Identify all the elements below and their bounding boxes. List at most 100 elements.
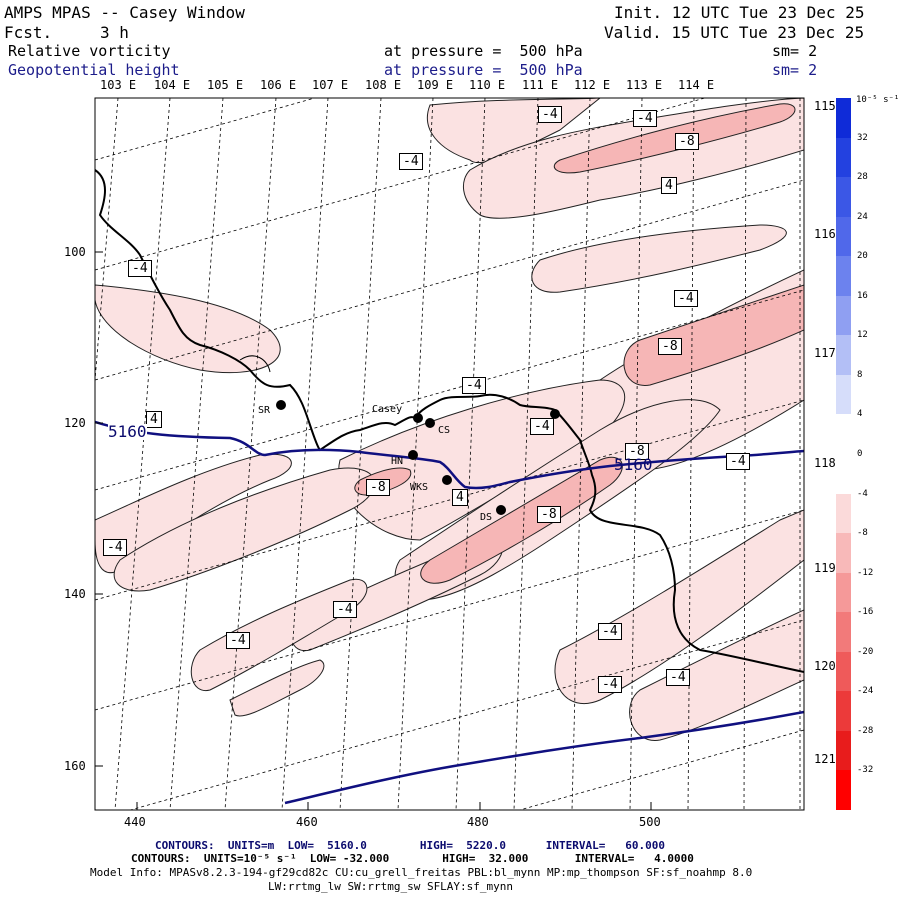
height-label: 5160 [614, 455, 653, 474]
station-label: SR [258, 405, 271, 416]
lon-label-top: 107 E [312, 78, 349, 92]
vorticity-label: -4 [666, 669, 690, 686]
colorbar-units: 10⁻⁵ s⁻¹ [856, 95, 900, 105]
vorticity-label: -4 [633, 110, 657, 127]
colorbar-tick-label: 28 [857, 172, 868, 183]
vorticity-label: -8 [366, 479, 390, 496]
colorbar-tick-label: -8 [857, 528, 868, 539]
vorticity-label: -4 [103, 539, 127, 556]
lon-label-top: 109 E [417, 78, 454, 92]
station-label: DS [480, 512, 493, 523]
colorbar-cell [836, 216, 851, 257]
lon-label-top: 114 E [678, 78, 715, 92]
field2-name: Geopotential height [8, 61, 180, 79]
colorbar-tick-label: 20 [857, 251, 868, 262]
colorbar-tick-label: 8 [857, 369, 863, 380]
colorbar-tick-label: 12 [857, 330, 868, 341]
model-info: Model Info: MPASv8.2.3-194-gf29cd82c CU:… [90, 866, 753, 879]
station-label: HN [391, 456, 404, 467]
vorticity-contour-info: CONTOURS: UNITS=10⁻⁵ s⁻¹ LOW= -32.000 HI… [131, 852, 694, 865]
colorbar-cell [836, 177, 851, 218]
y-tick-label: 100 [64, 245, 86, 259]
lon-label-top: 104 E [154, 78, 191, 92]
field1-name: Relative vorticity [8, 42, 171, 60]
colorbar-tick-label: -4 [857, 488, 868, 499]
colorbar-cell [836, 454, 851, 495]
colorbar-cell [836, 572, 851, 613]
x-tick-label: 500 [639, 815, 661, 829]
axis-ticks [95, 251, 652, 810]
height-contour-5160 [95, 420, 804, 490]
lon-label-top: 105 E [207, 78, 244, 92]
lon-label-top: 111 E [522, 78, 559, 92]
init-time: Init. 12 UTC Tue 23 Dec 25 [614, 3, 865, 22]
colorbar-cell [836, 770, 851, 811]
station-cs [425, 418, 435, 428]
coastline [95, 169, 804, 673]
colorbar-cell [836, 137, 851, 178]
coast-detail [239, 355, 271, 373]
height-contour-southern [284, 710, 804, 805]
lon-label-top: 112 E [574, 78, 611, 92]
vorticity-label: 4 [146, 411, 162, 428]
colorbar-cell [836, 295, 851, 336]
vorticity-label: -8 [625, 443, 649, 460]
colorbar-tick-label: 0 [857, 449, 863, 459]
forecast-hour: 3 h [100, 23, 129, 42]
station-hn [408, 450, 418, 460]
height-label: 5160 [108, 422, 147, 441]
colorbar-cell [836, 493, 851, 534]
colorbar-tick-label: 16 [857, 290, 868, 301]
vorticity-label: -4 [226, 632, 250, 649]
x-tick-label: 480 [467, 815, 489, 829]
y-tick-label: 140 [64, 587, 86, 601]
colorbar-cell [836, 612, 851, 653]
colorbar-cell [836, 335, 851, 376]
field2-smoothing: sm= 2 [772, 61, 818, 79]
colorbar-tick-label: 24 [857, 211, 868, 222]
vorticity-label: -4 [674, 290, 698, 307]
colorbar-cell [836, 414, 851, 455]
vorticity-label: -8 [675, 133, 699, 150]
colorbar-cell [836, 256, 851, 297]
colorbar-tick-label: -32 [857, 765, 874, 776]
valid-time: Valid. 15 UTC Tue 23 Dec 25 [604, 23, 865, 42]
vorticity-label: 4 [661, 177, 677, 194]
vorticity-label: 4 [452, 489, 468, 506]
colorbar-cell [836, 374, 851, 415]
forecast-label: Fcst. [4, 23, 53, 42]
vorticity-label: -4 [538, 106, 562, 123]
model-info-physics: LW:rrtmg_lw SW:rrtmg_sw SFLAY:sf_mynn [268, 880, 514, 893]
vorticity-label: -4 [598, 623, 622, 640]
station-markers [276, 400, 560, 515]
vorticity-label: -8 [658, 338, 682, 355]
station-ds [496, 505, 506, 515]
lon-label-top: 106 E [260, 78, 297, 92]
x-tick-label: 460 [296, 815, 318, 829]
colorbar-tick-label: -24 [857, 686, 874, 697]
colorbar-tick-label: 32 [857, 132, 868, 143]
lon-label-top: 113 E [626, 78, 663, 92]
lon-label-top: 110 E [469, 78, 506, 92]
field1-level: at pressure = 500 hPa [384, 42, 583, 60]
vorticity-label: -4 [530, 418, 554, 435]
vorticity-label: -4 [726, 453, 750, 470]
colorbar-cell [836, 651, 851, 692]
colorbar-tick-label: -12 [857, 567, 874, 578]
lon-label-top: 108 E [365, 78, 402, 92]
colorbar-cell [836, 730, 851, 771]
station-sr [276, 400, 286, 410]
station-l [550, 409, 560, 419]
station-casey [413, 413, 423, 423]
plot-frame [94, 97, 805, 811]
colorbar-cell [836, 98, 851, 139]
vorticity-label: -8 [537, 506, 561, 523]
x-tick-label: 440 [124, 815, 146, 829]
station-label: WKS [410, 482, 429, 493]
colorbar-tick-label: -28 [857, 725, 874, 736]
vorticity-label: -4 [399, 153, 423, 170]
station-label: CS [438, 425, 451, 436]
vorticity-label: -4 [333, 601, 357, 618]
colorbar-cell [836, 533, 851, 574]
